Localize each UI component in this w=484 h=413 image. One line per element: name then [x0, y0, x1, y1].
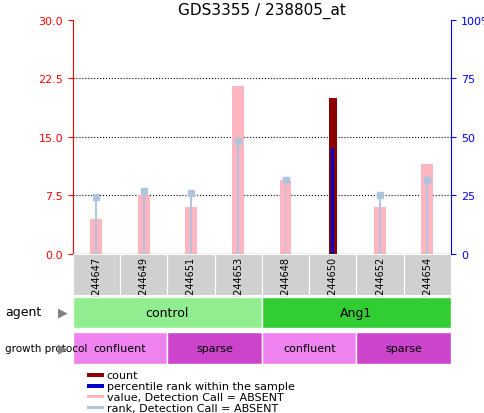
Bar [87, 373, 104, 377]
Bar [232, 87, 243, 254]
Bar [73, 297, 261, 329]
Bar [403, 254, 450, 295]
Bar [87, 384, 104, 387]
Text: confluent: confluent [93, 343, 146, 353]
Bar [137, 196, 149, 254]
Bar [356, 332, 450, 364]
Bar [120, 254, 167, 295]
Text: GSM244649: GSM244649 [138, 256, 149, 315]
Text: ▶: ▶ [58, 341, 68, 354]
Bar [328, 98, 336, 254]
Bar [214, 254, 261, 295]
Bar [309, 254, 356, 295]
Text: ▶: ▶ [58, 305, 68, 318]
Bar [95, 198, 97, 254]
Text: GSM244647: GSM244647 [91, 256, 101, 315]
Text: GSM244650: GSM244650 [327, 256, 337, 315]
Bar [284, 180, 286, 254]
Bar [421, 164, 432, 254]
Text: confluent: confluent [282, 343, 335, 353]
Text: count: count [106, 370, 138, 380]
Text: GSM244648: GSM244648 [280, 256, 290, 315]
Bar [73, 332, 167, 364]
Bar [378, 196, 380, 254]
Text: control: control [145, 306, 189, 319]
Bar [261, 332, 356, 364]
Text: Ang1: Ang1 [340, 306, 372, 319]
Bar [167, 254, 214, 295]
Bar [356, 254, 403, 295]
Bar [185, 207, 197, 254]
Bar [190, 193, 192, 254]
Text: sparse: sparse [384, 343, 422, 353]
Text: GSM244652: GSM244652 [374, 256, 384, 315]
Text: agent: agent [5, 305, 41, 318]
Text: percentile rank within the sample: percentile rank within the sample [106, 381, 294, 391]
Bar [91, 219, 102, 254]
Bar [261, 254, 309, 295]
Bar [261, 297, 450, 329]
Text: sparse: sparse [196, 343, 233, 353]
Bar [279, 180, 291, 254]
Bar [142, 192, 144, 254]
Text: rank, Detection Call = ABSENT: rank, Detection Call = ABSENT [106, 403, 277, 413]
Text: GSM244654: GSM244654 [422, 256, 432, 315]
Bar [374, 207, 385, 254]
Text: growth protocol: growth protocol [5, 343, 87, 353]
Bar [425, 180, 427, 254]
Bar [167, 332, 261, 364]
Bar [87, 406, 104, 409]
Bar [331, 149, 334, 254]
Bar [237, 141, 239, 254]
Title: GDS3355 / 238805_at: GDS3355 / 238805_at [178, 3, 345, 19]
Bar [73, 254, 120, 295]
Text: GSM244653: GSM244653 [233, 256, 243, 315]
Text: GSM244651: GSM244651 [185, 256, 196, 315]
Text: value, Detection Call = ABSENT: value, Detection Call = ABSENT [106, 392, 283, 402]
Bar [87, 395, 104, 399]
